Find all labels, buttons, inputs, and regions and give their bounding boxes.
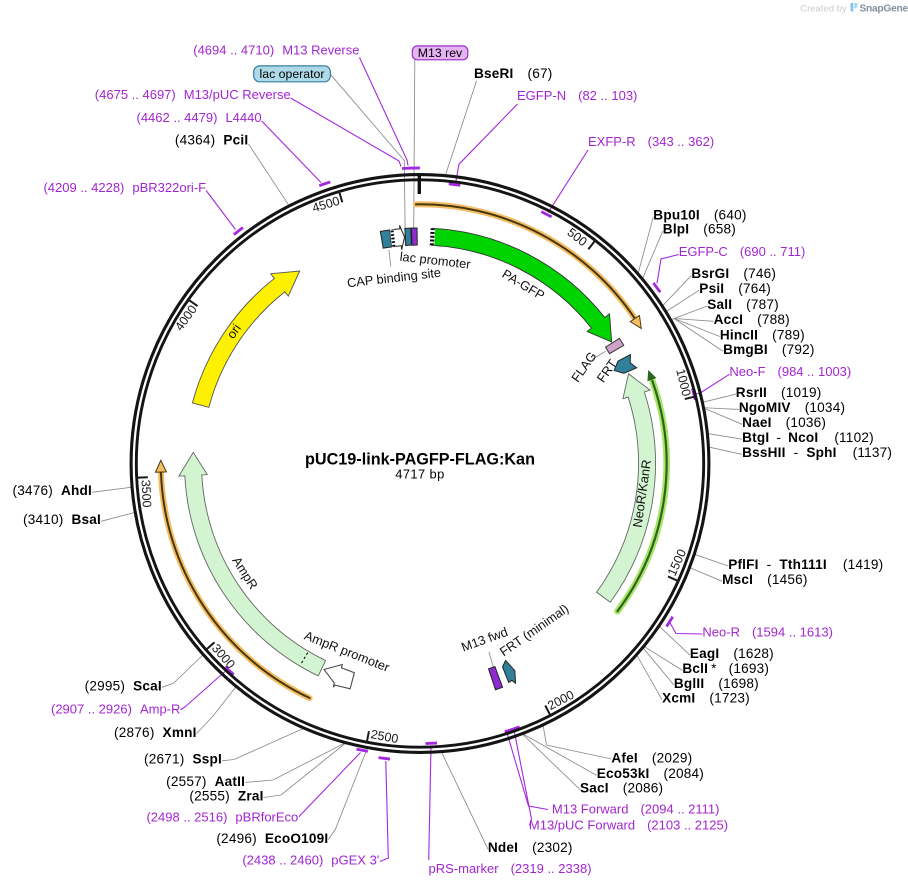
svg-text:(2438 .. 2460)pGEX 3': (2438 .. 2460) pGEX 3' <box>242 852 379 867</box>
svg-text:Eco53kI(2084): Eco53kI (2084) <box>597 766 704 781</box>
svg-text:HincII(789): HincII (789) <box>720 327 805 342</box>
svg-text:BglII(1698): BglII (1698) <box>674 676 759 691</box>
svg-text:EagI(1628): EagI (1628) <box>690 646 774 661</box>
svg-text:Neo-R(1594 .. 1613): Neo-R (1594 .. 1613) <box>702 625 833 640</box>
svg-text:M13 rev: M13 rev <box>418 46 463 60</box>
svg-text:(3476)AhdI: (3476) AhdI <box>12 483 92 498</box>
svg-text:AccI(788): AccI (788) <box>714 312 790 327</box>
svg-text:SnapGene: SnapGene <box>860 3 908 14</box>
svg-text:(2995)ScaI: (2995) ScaI <box>85 679 162 694</box>
svg-text:NaeI(1036): NaeI (1036) <box>742 415 826 430</box>
svg-text:ori: ori <box>223 321 243 341</box>
svg-text:2500: 2500 <box>370 727 400 746</box>
svg-text:(4675 .. 4697)M13/pUC Reverse: (4675 .. 4697) M13/pUC Reverse <box>95 87 291 102</box>
svg-text:Neo-F(984 .. 1003): Neo-F (984 .. 1003) <box>729 364 851 379</box>
svg-text:BclI*(1693): BclI * (1693) <box>682 661 769 676</box>
svg-text:M13 Forward(2094 .. 2111): M13 Forward (2094 .. 2111) <box>552 801 720 816</box>
svg-text:(2498 .. 2516)pBRforEco: (2498 .. 2516) pBRforEco <box>146 809 298 824</box>
svg-text:FRT (minimal): FRT (minimal) <box>497 601 572 660</box>
svg-text:1000: 1000 <box>673 367 693 397</box>
svg-text:lac operator: lac operator <box>260 67 325 81</box>
svg-text:BsrGI(746): BsrGI (746) <box>691 266 776 281</box>
svg-text:Created by: Created by <box>800 4 847 15</box>
svg-text:BseRI(67): BseRI (67) <box>474 66 553 81</box>
svg-text:FLAG: FLAG <box>568 349 599 385</box>
svg-text:NgoMIV(1034): NgoMIV (1034) <box>739 400 845 415</box>
svg-text:(2907 .. 2926)Amp-R: (2907 .. 2926) Amp-R <box>51 702 180 717</box>
svg-text:EGFP-N(82 .. 103): EGFP-N (82 .. 103) <box>517 88 637 103</box>
svg-text:BtgI-NcoI(1102): BtgI - NcoI (1102) <box>742 430 874 445</box>
svg-text:PflFI-Tth111I(1419): PflFI - Tth111I (1419) <box>728 557 883 572</box>
svg-text:(4209 .. 4228)pBR322ori-F: (4209 .. 4228) pBR322ori-F <box>43 180 206 195</box>
svg-text:BmgBI(792): BmgBI (792) <box>723 342 815 357</box>
svg-text:3500: 3500 <box>138 479 153 508</box>
svg-text:pUC19-link-PAGFP-FLAG:Kan: pUC19-link-PAGFP-FLAG:Kan <box>305 451 535 469</box>
svg-text:(4462 .. 4479)L4440: (4462 .. 4479) L4440 <box>136 110 261 125</box>
svg-text:EGFP-C(690 .. 711): EGFP-C (690 .. 711) <box>679 244 806 259</box>
svg-text:(2555)ZraI: (2555) ZraI <box>189 789 263 804</box>
svg-text:BssHII-SphI(1137): BssHII - SphI (1137) <box>742 445 892 460</box>
svg-text:MscI(1456): MscI (1456) <box>722 572 808 587</box>
svg-text:Bpu10I(640): Bpu10I (640) <box>653 207 746 222</box>
svg-text:(4694 .. 4710)M13 Reverse: (4694 .. 4710) M13 Reverse <box>193 43 359 58</box>
svg-text:XcmI(1723): XcmI (1723) <box>662 691 750 706</box>
svg-text:(4364)PciI: (4364) PciI <box>175 132 248 147</box>
svg-text:(2671)SspI: (2671) SspI <box>144 752 222 767</box>
svg-text:AfeI(2029): AfeI (2029) <box>611 750 692 765</box>
svg-text:(2876)XmnI: (2876) XmnI <box>114 725 197 740</box>
svg-text:4717 bp: 4717 bp <box>395 467 444 482</box>
svg-text:EXFP-R(343 .. 362): EXFP-R (343 .. 362) <box>588 134 714 149</box>
svg-text:PsiI(764): PsiI (764) <box>699 281 771 296</box>
svg-text:RsrII(1019): RsrII (1019) <box>736 385 822 400</box>
svg-text:(2557)AatII: (2557) AatII <box>166 774 245 789</box>
svg-text:SacI(2086): SacI (2086) <box>580 780 663 795</box>
svg-text:SalI(787): SalI (787) <box>707 297 779 312</box>
svg-text:pRS-marker(2319 .. 2338): pRS-marker (2319 .. 2338) <box>429 861 592 876</box>
svg-text:NdeI(2302): NdeI (2302) <box>488 840 573 855</box>
svg-text:4500: 4500 <box>311 194 342 215</box>
svg-text:M13/pUC Forward(2103 .. 2125): M13/pUC Forward (2103 .. 2125) <box>529 817 728 832</box>
svg-text:CAP binding site: CAP binding site <box>346 265 441 291</box>
svg-text:(3410)BsaI: (3410) BsaI <box>23 512 101 527</box>
svg-text:(2496)EcoO109I: (2496) EcoO109I <box>216 831 328 846</box>
svg-text:BlpI(658): BlpI (658) <box>663 222 736 237</box>
